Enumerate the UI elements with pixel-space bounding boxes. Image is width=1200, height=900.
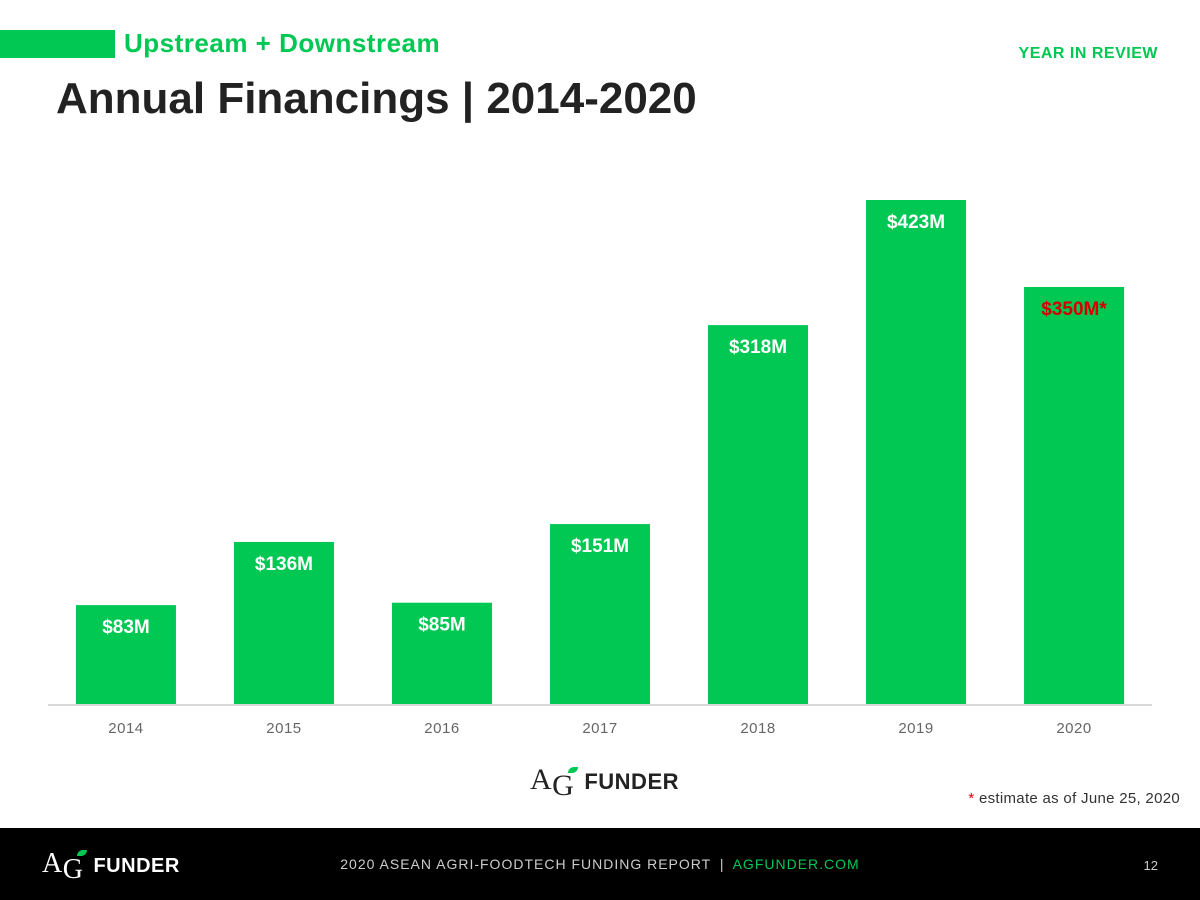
bar-2015: [233, 541, 334, 704]
bar-2016: [391, 602, 492, 704]
data-label-2020: $350M*: [1041, 299, 1107, 320]
accent-bar: [0, 30, 115, 58]
data-label-2015: $136M: [255, 554, 313, 575]
bar-2020: [1024, 286, 1125, 704]
data-label-2017: $151M: [571, 536, 629, 557]
leaf-icon: [568, 767, 579, 773]
bar-2019: [866, 200, 967, 704]
bar-2014: [75, 605, 176, 704]
bar-2018: [708, 325, 809, 704]
section-subtitle: Upstream + Downstream: [124, 28, 441, 58]
footer-logo: AG FUNDER: [42, 848, 180, 885]
data-label-2019: $423M: [887, 212, 945, 233]
estimate-footnote: * estimate as of June 25, 2020: [968, 790, 1180, 807]
footer: AG FUNDER 2020 ASEAN AGRI-FOODTECH FUNDIN…: [0, 828, 1200, 900]
tick-label-2016: 2016: [424, 720, 459, 737]
tick-label-2019: 2019: [898, 720, 933, 737]
tick-label-2020: 2020: [1056, 720, 1091, 737]
bar-2017: [550, 524, 650, 704]
footer-report-text: 2020 ASEAN AGRI-FOODTECH FUNDING REPORT …: [340, 856, 860, 872]
data-label-2018: $318M: [729, 337, 787, 358]
tick-label-2014: 2014: [108, 720, 143, 737]
data-label-2014: $83M: [102, 617, 150, 638]
page-number: 12: [1143, 858, 1158, 873]
agfunder-logo: AG FUNDER: [530, 763, 680, 802]
tick-label-2018: 2018: [740, 720, 775, 737]
page-title: Annual Financings | 2014-2020: [56, 74, 697, 123]
tick-label-2015: 2015: [266, 720, 301, 737]
footer-url-link[interactable]: AGFUNDER.COM: [732, 856, 860, 872]
bar-chart: $83M 2014 $136M 2015 $85M 2016 $151M 2017 $318M 2…: [48, 200, 1152, 737]
tick-label-2017: 2017: [582, 720, 617, 737]
year-in-review-label: YEAR IN REVIEW: [1018, 45, 1158, 62]
leaf-icon: [77, 850, 88, 856]
data-label-2016: $85M: [418, 615, 466, 636]
